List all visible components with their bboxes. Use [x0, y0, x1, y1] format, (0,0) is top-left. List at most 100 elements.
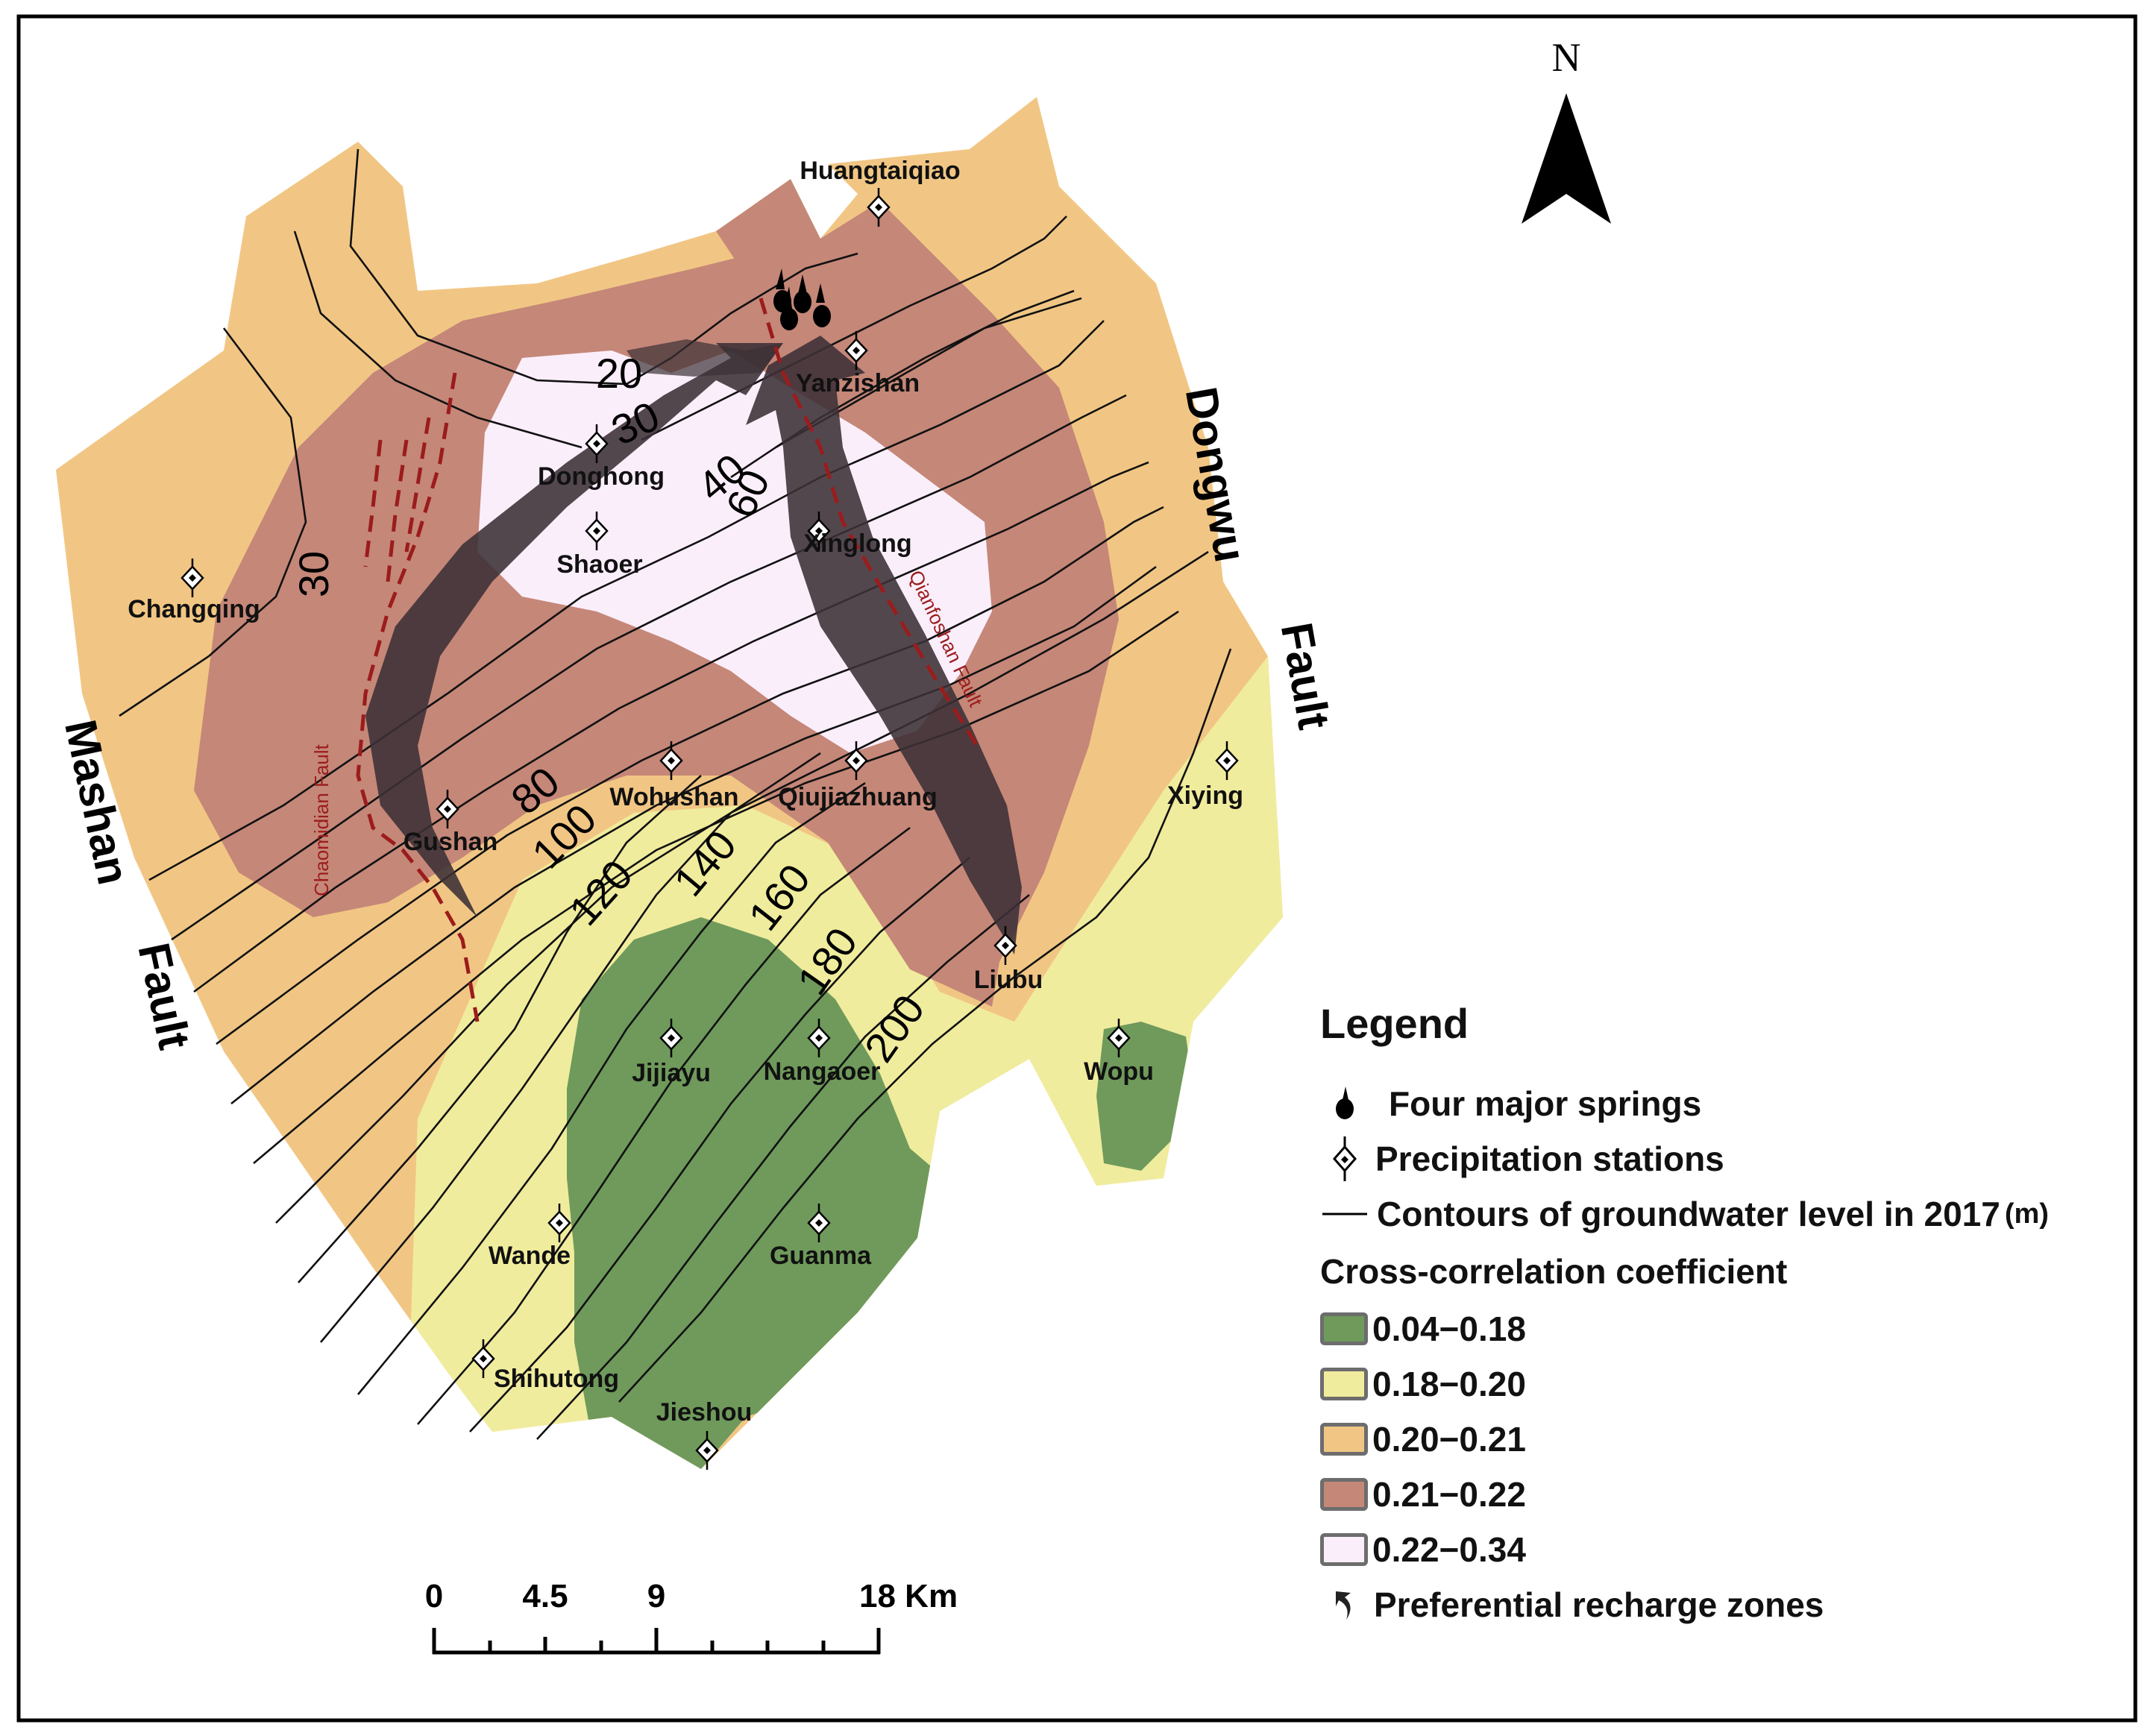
legend-range-3: 0.20−0.21: [1372, 1420, 1526, 1459]
station-wopu: Wopu: [1084, 1019, 1154, 1086]
station-label-jieshou: Jieshou: [656, 1398, 752, 1427]
station-shaoer: Shaoer: [556, 512, 643, 579]
contour-9: [320, 752, 821, 1343]
station-yanzishan: Yanzishan: [796, 331, 920, 397]
contour-3: [193, 461, 1149, 993]
contour-2: [171, 394, 1127, 941]
station-icon: [993, 926, 1017, 965]
station-huangtaiqiao: Huangtaiqiao: [800, 157, 961, 227]
legend-label-recharge: Preferential recharge zones: [1374, 1585, 1824, 1624]
station-label-donghong: Donghong: [538, 462, 665, 491]
chaomidian-fault-branch-1: [363, 439, 383, 567]
station-guanma: Guanma: [770, 1204, 872, 1270]
precipitation-stations: Huangtaiqiao Yanzishan Donghong Shaoer Xingl…: [128, 157, 1243, 1470]
recharge-arrow-east: [746, 336, 1022, 955]
legend-row-stations: Precipitation stations: [1320, 1131, 2126, 1186]
north-arrow: N: [1522, 35, 1611, 224]
station-liubu: Liubu: [974, 926, 1043, 994]
contour-4: [216, 506, 1164, 1045]
legend-row-contours: Contours of groundwater level in 2017 (m…: [1320, 1186, 2126, 1242]
station-label-xinglong: Xinglong: [803, 529, 911, 558]
station-icon: [807, 512, 831, 550]
spring-2: [780, 286, 798, 330]
scale-bar: 0 4.5 9 18 Km: [425, 1578, 958, 1655]
chaomidian-fault-main: [356, 372, 480, 1022]
station-label-wohushan: Wohushan: [609, 783, 738, 811]
legend-coef-title: Cross-correlation coefficient: [1320, 1252, 1788, 1291]
recharge-arrow-icon: [1320, 1588, 1369, 1621]
contour-20: [349, 148, 672, 386]
station-icon: [180, 559, 204, 597]
station-label-gushan: Gushan: [404, 828, 498, 856]
station-jijiayu: Jijiayu: [632, 1019, 711, 1087]
station-label-liubu: Liubu: [974, 966, 1043, 994]
scale-label-4.5: 4.5: [522, 1578, 568, 1614]
contour-upper-1: [641, 216, 1067, 441]
swatch-class-2: [1320, 1368, 1368, 1400]
qianfoshan-fault: [759, 298, 979, 747]
station-icon: [867, 188, 891, 227]
chaomidian-fault-branch-3: [404, 417, 431, 553]
legend-range-2: 0.18−0.20: [1372, 1365, 1526, 1403]
station-icon: [659, 741, 683, 780]
legend-title: Legend: [1320, 1000, 1469, 1047]
legend-label-springs: Four major springs: [1389, 1084, 1702, 1123]
contour-13: [536, 893, 1030, 1440]
fault-label-chaomidian: Chaomidian Fault: [310, 743, 333, 896]
station-label-yanzishan: Yanzishan: [796, 369, 920, 397]
contour-label-20: 20: [596, 350, 642, 397]
station-label-shaoer: Shaoer: [556, 550, 642, 579]
zone-0.04-0.18-wopu: [1096, 1022, 1193, 1171]
recharge-arrow-west: [365, 343, 783, 917]
station-icon: [1320, 1136, 1369, 1181]
legend-class-4: 0.21−0.22: [1320, 1467, 2126, 1522]
legend-row-recharge: Preferential recharge zones: [1320, 1577, 2126, 1632]
contour-11: [417, 826, 911, 1425]
legend-row-springs: Four major springs: [1320, 1076, 2126, 1131]
recharge-arrow-top: [627, 339, 783, 377]
station-label-huangtaiqiao: Huangtaiqiao: [800, 157, 960, 185]
contour-1: [148, 320, 1105, 881]
fault-lines: [356, 298, 979, 1022]
station-wohushan: Wohushan: [609, 741, 739, 811]
north-arrow-icon: [1522, 93, 1611, 224]
swatch-class-3: [1320, 1423, 1368, 1456]
scale-label-9: 9: [647, 1578, 665, 1614]
contour-30-left: [119, 327, 307, 717]
station-label-qiujiazhuang: Qiujiazhuang: [778, 783, 937, 811]
swatch-class-1: [1320, 1312, 1368, 1345]
station-icon: [436, 790, 459, 828]
legend-class-1: 0.04−0.18: [1320, 1301, 2126, 1356]
station-label-jijiayu: Jijiayu: [632, 1059, 711, 1087]
map-frame: [16, 14, 2138, 1723]
station-label-guanma: Guanma: [770, 1242, 872, 1270]
groundwater-contours: [119, 148, 1232, 1440]
station-xinglong: Xinglong: [803, 512, 912, 558]
station-icon: [844, 741, 868, 780]
swatch-class-5: [1320, 1533, 1368, 1566]
station-icon: [471, 1339, 495, 1378]
spring-3: [794, 274, 811, 313]
contour-10: [357, 781, 866, 1395]
station-xiying: Xiying: [1167, 741, 1243, 810]
station-icon: [1107, 1019, 1131, 1057]
station-label-shihutong: Shihutong: [494, 1365, 619, 1393]
station-icon: [585, 512, 609, 550]
contour-20b: [671, 252, 858, 359]
contour-12: [469, 857, 970, 1432]
legend-class-3: 0.20−0.21: [1320, 1412, 2126, 1467]
station-gushan: Gushan: [404, 790, 498, 856]
north-label: N: [1552, 35, 1581, 80]
cross-correlation-zones: [56, 97, 1283, 1469]
station-changqing: Changqing: [128, 559, 260, 623]
legend-label-contours: Contours of groundwater level in 2017: [1377, 1195, 2000, 1233]
contour-14: [618, 648, 1232, 1403]
spring-icon: [1320, 1086, 1369, 1121]
station-wande: Wande: [489, 1204, 571, 1270]
station-icon: [659, 1019, 683, 1057]
contour-5: [230, 565, 1157, 1105]
station-icon: [807, 1019, 831, 1057]
contour-30-upper: [293, 230, 583, 449]
scale-label-0: 0: [425, 1578, 443, 1614]
